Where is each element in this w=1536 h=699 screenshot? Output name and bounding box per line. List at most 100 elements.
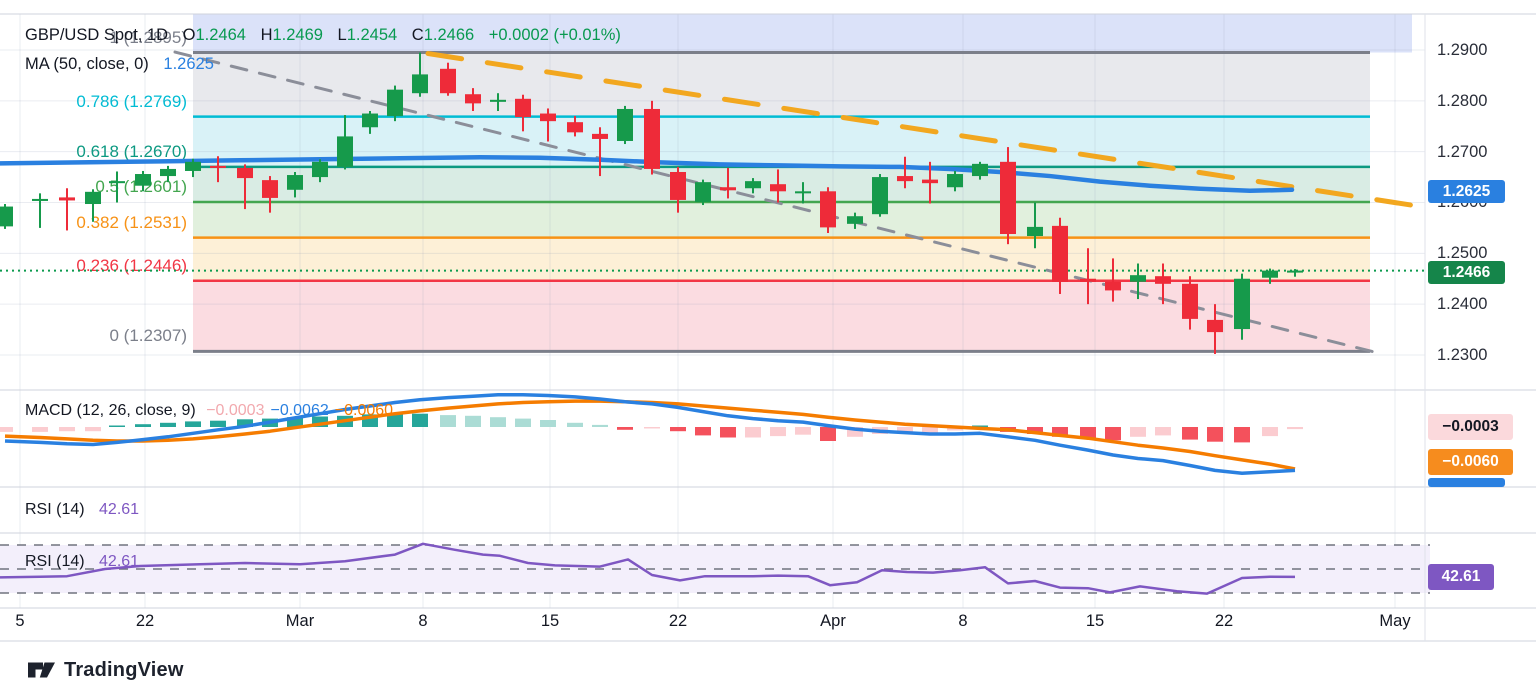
macd-histogram-bar bbox=[1130, 427, 1146, 437]
candle[interactable] bbox=[337, 136, 353, 167]
candle[interactable] bbox=[0, 206, 13, 227]
candle[interactable] bbox=[109, 181, 125, 184]
macd-histogram-bar bbox=[387, 413, 403, 427]
candle[interactable] bbox=[795, 191, 811, 194]
candle[interactable] bbox=[567, 122, 583, 133]
macd-histogram-bar bbox=[440, 415, 456, 427]
macd-histogram-bar bbox=[32, 427, 48, 432]
macd-histogram-bar bbox=[0, 427, 13, 432]
candle[interactable] bbox=[670, 171, 686, 200]
macd-histogram-bar bbox=[237, 419, 253, 427]
candle[interactable] bbox=[1262, 270, 1278, 278]
macd-histogram-bar bbox=[109, 425, 125, 427]
fib-band bbox=[193, 237, 1370, 281]
macd-histogram-bar bbox=[644, 427, 660, 429]
candle[interactable] bbox=[592, 133, 608, 139]
macd-histogram-bar bbox=[1155, 427, 1171, 436]
ma50-line[interactable] bbox=[0, 155, 1295, 194]
macd-histogram-bar bbox=[922, 427, 938, 433]
candle[interactable] bbox=[185, 161, 201, 171]
fib-level-label: 0.382 (1.2531) bbox=[76, 212, 187, 232]
macd-histogram-bar bbox=[287, 417, 303, 427]
fib-band bbox=[193, 52, 1370, 117]
fib-level-label: 0.786 (1.2769) bbox=[76, 91, 187, 111]
candle[interactable] bbox=[59, 197, 75, 201]
macd-histogram-bar bbox=[695, 427, 711, 436]
candle[interactable] bbox=[1130, 275, 1146, 282]
candle[interactable] bbox=[1027, 226, 1043, 237]
macd-histogram-bar bbox=[185, 421, 201, 427]
fib-level-label: 0 (1.2307) bbox=[109, 326, 188, 346]
candle[interactable] bbox=[32, 198, 48, 201]
candle[interactable] bbox=[490, 99, 506, 102]
macd-histogram-bar bbox=[59, 427, 75, 432]
macd-histogram-bar bbox=[210, 420, 226, 427]
candle[interactable] bbox=[770, 184, 786, 192]
macd-histogram-bar bbox=[745, 427, 761, 438]
candle[interactable] bbox=[972, 163, 988, 177]
candle[interactable] bbox=[947, 174, 963, 188]
candle[interactable] bbox=[644, 108, 660, 169]
candle[interactable] bbox=[85, 191, 101, 205]
candle[interactable] bbox=[160, 168, 176, 177]
candle[interactable] bbox=[847, 216, 863, 224]
candle[interactable] bbox=[1155, 276, 1171, 284]
candle[interactable] bbox=[465, 94, 481, 104]
candle[interactable] bbox=[312, 161, 328, 178]
candle[interactable] bbox=[1207, 319, 1223, 333]
fib-level-label: 0.618 (1.2670) bbox=[76, 141, 187, 161]
candle[interactable] bbox=[695, 182, 711, 202]
supply-zone-highlight[interactable] bbox=[193, 14, 1412, 53]
candle[interactable] bbox=[540, 113, 556, 122]
candle[interactable] bbox=[412, 74, 428, 94]
macd-histogram-bar bbox=[1027, 427, 1043, 434]
macd-histogram-bar bbox=[490, 417, 506, 427]
macd-histogram-bar bbox=[515, 418, 531, 427]
candle[interactable] bbox=[440, 68, 456, 94]
candle[interactable] bbox=[820, 191, 836, 228]
candle[interactable] bbox=[135, 174, 151, 186]
macd-histogram-bar bbox=[1182, 427, 1198, 440]
candle[interactable] bbox=[362, 113, 378, 128]
orange-descending-trendline[interactable] bbox=[425, 51, 1437, 212]
macd-histogram-bar bbox=[1234, 427, 1250, 443]
candle[interactable] bbox=[720, 187, 736, 191]
candle[interactable] bbox=[1105, 281, 1121, 291]
candle[interactable] bbox=[287, 175, 303, 190]
macd-histogram-bar bbox=[465, 415, 481, 427]
macd-histogram-bar bbox=[85, 427, 101, 432]
candle[interactable] bbox=[922, 179, 938, 184]
macd-histogram-bar bbox=[770, 427, 786, 437]
candle[interactable] bbox=[1000, 161, 1016, 235]
macd-histogram-bar bbox=[312, 416, 328, 427]
candle[interactable] bbox=[1080, 278, 1096, 282]
macd-histogram-bar bbox=[135, 424, 151, 427]
candle[interactable] bbox=[210, 165, 226, 168]
candle[interactable] bbox=[1182, 283, 1198, 319]
macd-histogram-bar bbox=[1080, 427, 1096, 439]
candle[interactable] bbox=[237, 167, 253, 179]
fib-band bbox=[193, 280, 1370, 352]
macd-signal-line bbox=[4, 399, 1296, 471]
macd-histogram-bar bbox=[1052, 427, 1068, 437]
fib-level-label: 1 (1.2895) bbox=[109, 27, 188, 47]
macd-histogram-bar bbox=[567, 422, 583, 427]
macd-histogram-bar bbox=[720, 427, 736, 438]
candle[interactable] bbox=[387, 89, 403, 117]
candle[interactable] bbox=[897, 176, 913, 182]
macd-histogram-bar bbox=[160, 422, 176, 427]
candle[interactable] bbox=[1052, 225, 1068, 282]
fib-level-label: 0.236 (1.2446) bbox=[76, 255, 187, 275]
candle[interactable] bbox=[617, 108, 633, 141]
macd-histogram-bar bbox=[972, 425, 988, 427]
candle[interactable] bbox=[872, 177, 888, 215]
candle[interactable] bbox=[262, 180, 278, 198]
gray-descending-trendline[interactable] bbox=[173, 50, 1380, 355]
candle[interactable] bbox=[1234, 278, 1250, 330]
candle[interactable] bbox=[1287, 270, 1303, 273]
candle[interactable] bbox=[745, 181, 761, 189]
macd-histogram-bar bbox=[897, 427, 913, 433]
candle[interactable] bbox=[515, 98, 531, 118]
